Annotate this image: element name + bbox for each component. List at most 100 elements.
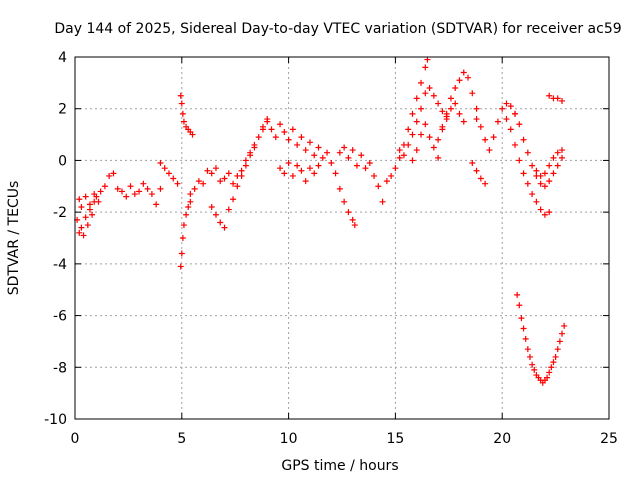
series-twenty-curve-a [503,116,553,218]
data-point [490,134,497,141]
data-point [234,172,241,179]
data-point [546,178,553,185]
data-point [477,175,484,182]
series-twenty-curve-b [512,110,566,190]
data-point [82,214,89,221]
data-point [418,79,425,86]
series-spike-up [177,92,196,138]
data-point [259,123,266,130]
data-point [439,123,446,130]
data-point [144,185,151,192]
data-point [140,180,147,187]
data-point [516,302,523,309]
y-tick-label: 2 [58,102,67,118]
x-axis-label: GPS time / hours [281,458,398,474]
data-point [315,144,322,151]
data-point [548,364,555,371]
data-point [554,162,561,169]
data-point [443,113,450,120]
data-point [494,118,501,125]
data-point [392,165,399,172]
data-point [277,165,284,172]
series-noon-drop [332,170,358,229]
data-point [272,134,279,141]
data-point [165,170,172,177]
data-point [537,206,544,213]
data-point [212,165,219,172]
data-point [268,126,275,133]
data-point [221,175,228,182]
data-point [123,193,130,200]
data-point [413,118,420,125]
data-point [157,185,164,192]
data-point [311,152,318,159]
data-point [379,198,386,205]
data-point [230,180,237,187]
data-point [204,167,211,174]
data-point [242,157,249,164]
data-point [289,126,296,133]
data-point [225,170,232,177]
data-point [477,123,484,130]
data-point [418,105,425,112]
data-point [78,224,85,231]
data-point [473,167,480,174]
series-ten-low [277,160,322,185]
data-point [559,154,566,161]
data-point [351,222,358,229]
data-point [187,198,194,205]
data-point [302,147,309,154]
data-point [396,154,403,161]
data-point [524,149,531,156]
data-point [426,85,433,92]
data-point [225,206,232,213]
data-point [285,136,292,143]
data-point [383,178,390,185]
data-point [424,56,431,63]
data-point [289,172,296,179]
series-afternoon [336,144,386,205]
data-point [174,180,181,187]
series-late-high [546,92,566,104]
data-point [189,131,196,138]
y-tick-label: -10 [44,412,67,428]
data-point [136,188,143,195]
data-point [430,92,437,99]
data-point [177,92,184,99]
data-point [418,131,425,138]
data-point [294,141,301,148]
data-point [435,154,442,161]
data-point [529,191,536,198]
data-point [294,162,301,169]
data-point [439,108,446,115]
data-point [349,216,356,223]
data-point [422,121,429,128]
data-point [311,170,318,177]
data-point [345,154,352,161]
data-point [375,183,382,190]
data-point [486,147,493,154]
series-fifteen-rise [383,56,431,185]
series-nineteen-low [469,160,489,187]
data-point [371,172,378,179]
data-point [341,198,348,205]
data-point [264,116,271,123]
data-point [302,178,309,185]
data-point [556,338,563,345]
data-point [277,121,284,128]
data-point [208,170,215,177]
data-point [550,170,557,177]
data-point [405,141,412,148]
data-point [388,172,395,179]
data-point [561,322,568,329]
x-tick-label: 20 [493,431,511,447]
data-point [465,74,472,81]
data-point [84,222,91,229]
data-point [217,219,224,226]
data-point [541,170,548,177]
data-point [336,149,343,156]
series-early-high [76,191,102,210]
data-point [179,110,186,117]
data-point [328,160,335,167]
data-point [177,263,184,270]
